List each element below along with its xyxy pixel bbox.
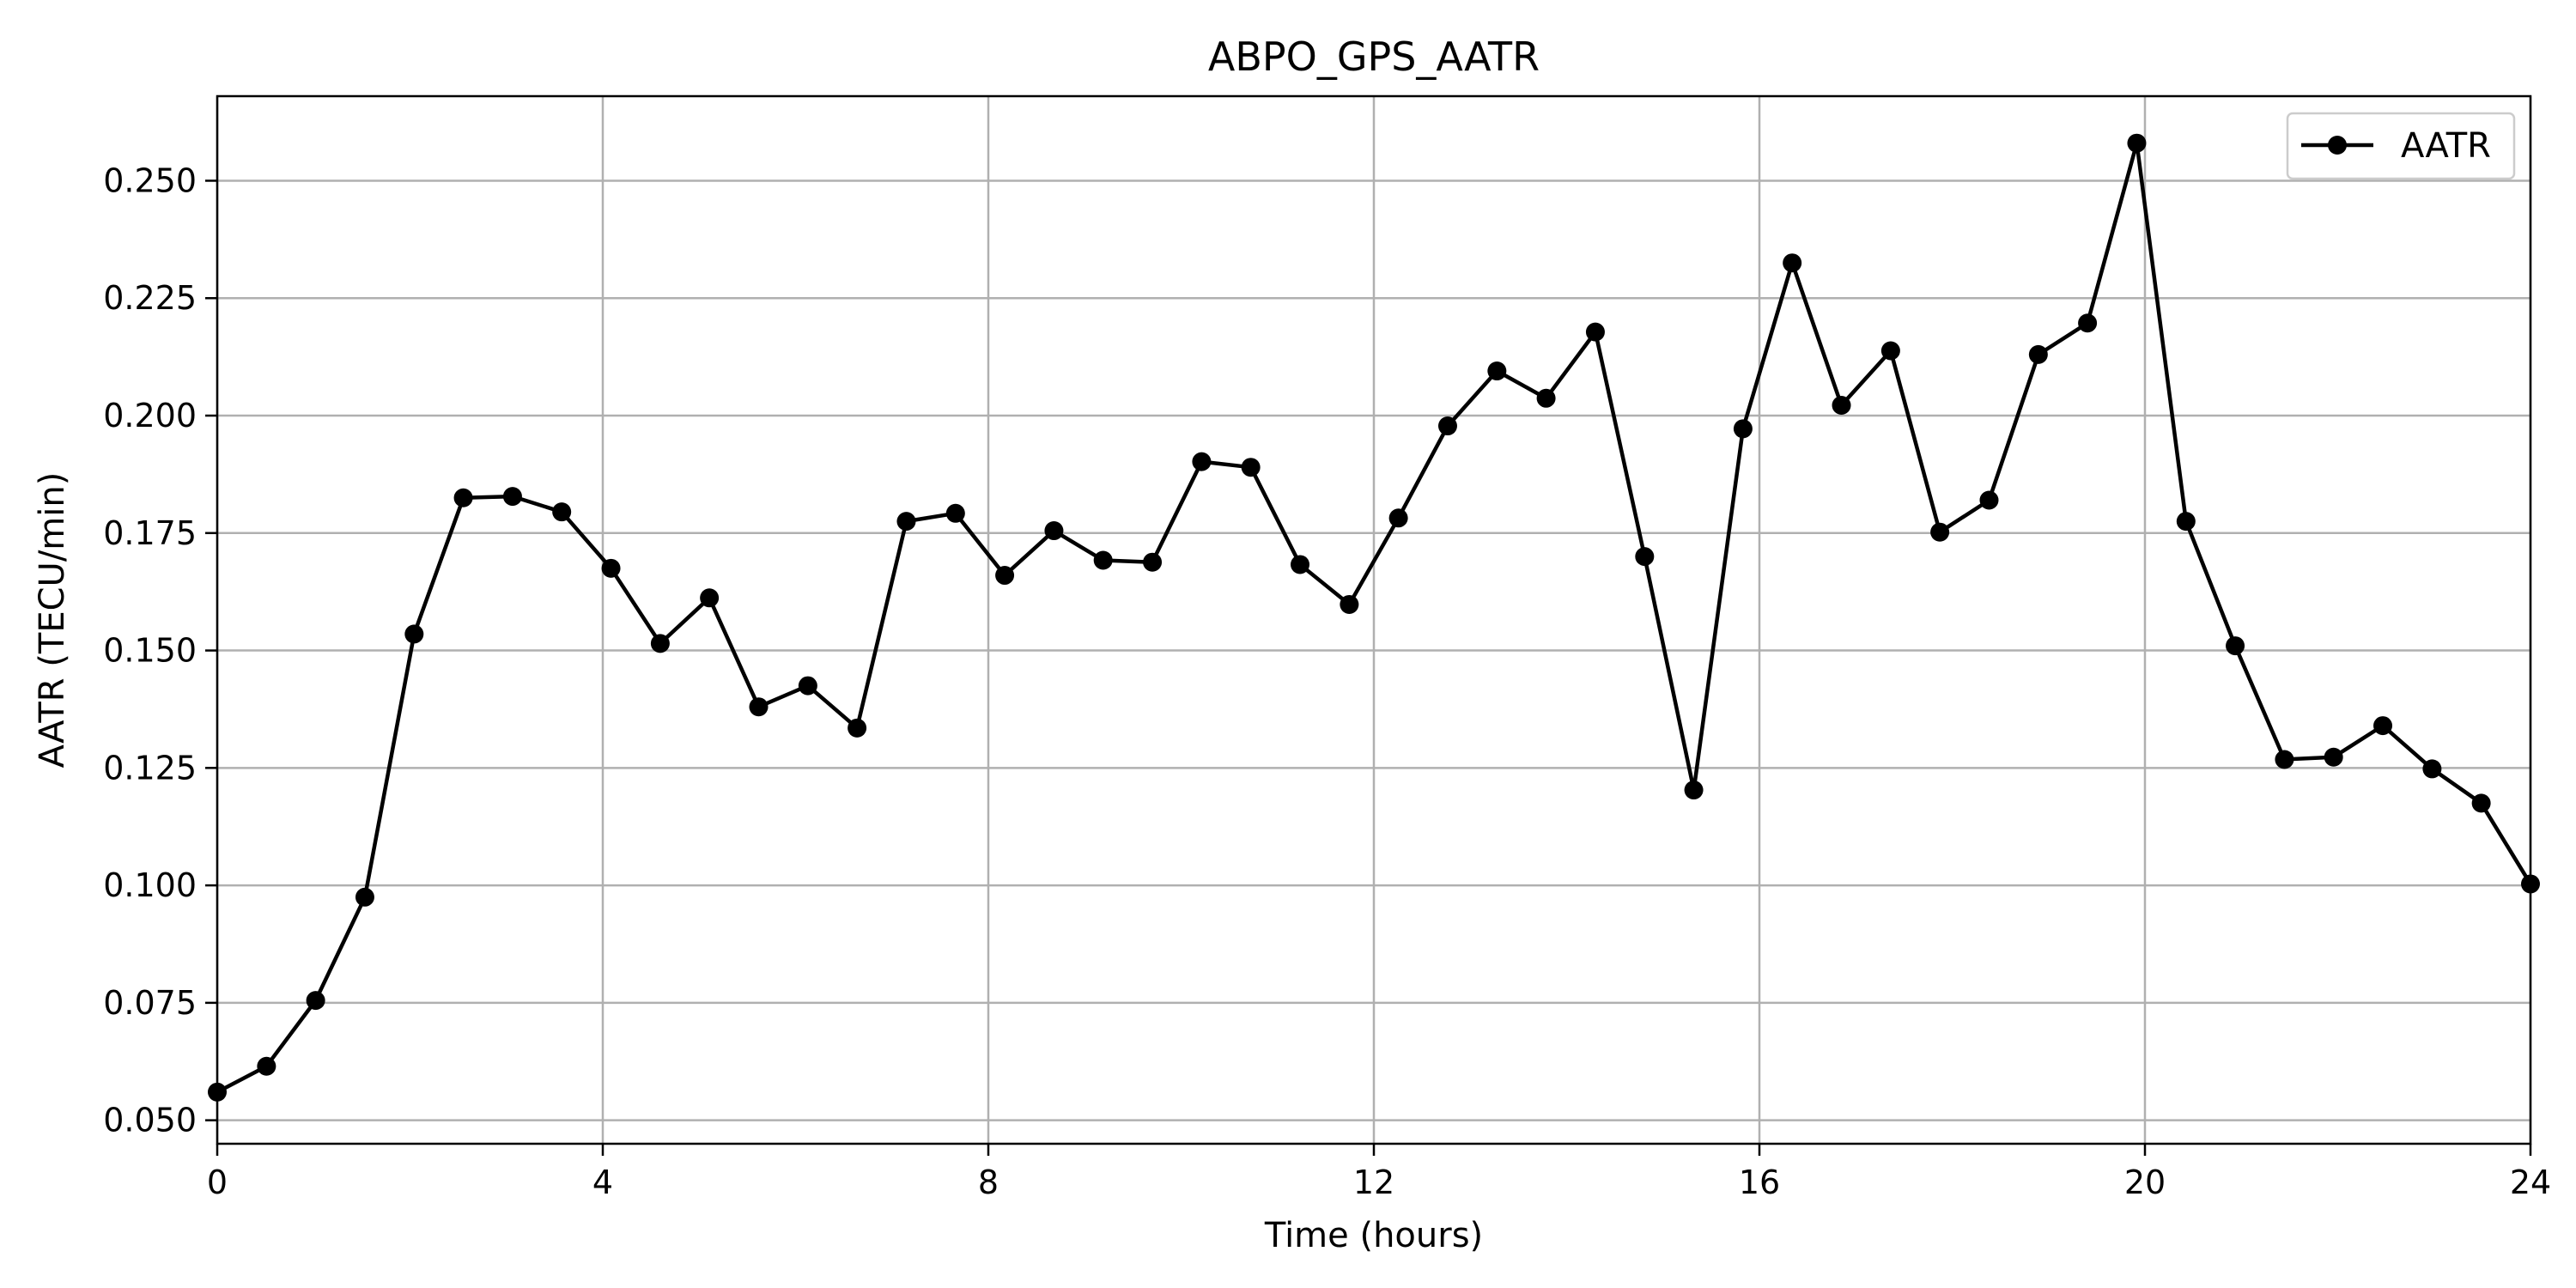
legend: AATR <box>2286 112 2516 180</box>
data-point <box>355 887 374 907</box>
data-point <box>2078 313 2098 333</box>
data-point <box>700 588 720 608</box>
grid-lines <box>216 96 2532 1144</box>
data-point <box>2324 747 2343 767</box>
data-point <box>1291 555 1310 574</box>
data-point <box>257 1056 276 1076</box>
x-tick-label: 8 <box>978 1163 999 1201</box>
legend-box <box>2286 112 2516 180</box>
y-tick-label: 0.150 <box>103 632 197 670</box>
y-axis-label: AATR (TECU/min) <box>33 472 72 769</box>
y-tick-label: 0.225 <box>103 279 197 317</box>
axis-ticks: 0 4 8 12 16 20 24 0.050 0.075 0.100 0.125 0.150 0.17… <box>103 161 2551 1201</box>
data-point <box>2422 759 2442 779</box>
data-point <box>453 488 473 507</box>
data-point <box>2127 133 2147 153</box>
data-point <box>1536 388 1556 408</box>
data-point <box>1733 419 1753 439</box>
x-tick-label: 16 <box>1739 1163 1780 1201</box>
x-axis-label: Time (hours) <box>1264 1216 1483 1255</box>
data-point <box>945 503 965 523</box>
data-point <box>1241 458 1261 477</box>
data-point <box>1192 452 1212 471</box>
data-point <box>306 991 325 1011</box>
data-point <box>2373 716 2393 736</box>
data-point <box>2028 344 2048 364</box>
data-point <box>1684 781 1704 800</box>
data-point <box>995 566 1015 586</box>
data-point <box>2176 512 2196 532</box>
data-point <box>1340 594 1359 614</box>
data-point <box>1437 416 1457 436</box>
y-tick-label: 0.250 <box>103 161 197 199</box>
data-point <box>896 512 916 532</box>
data-point <box>502 487 522 507</box>
data-point <box>1635 547 1655 567</box>
data-point <box>1979 490 1999 510</box>
data-point <box>650 634 670 653</box>
series-layer <box>208 133 2540 1102</box>
data-point <box>1044 521 1064 541</box>
data-point <box>2226 636 2245 656</box>
data-point <box>798 676 817 696</box>
data-point <box>1585 322 1605 342</box>
data-point <box>2471 793 2491 813</box>
data-point <box>1930 522 1950 542</box>
x-tick-label: 12 <box>1353 1163 1394 1201</box>
data-point <box>2275 750 2294 769</box>
x-tick-label: 24 <box>2510 1163 2551 1201</box>
y-tick-label: 0.125 <box>103 749 197 787</box>
data-point <box>1880 341 1900 361</box>
series-line-aatr <box>216 141 2532 1094</box>
legend-marker-sample <box>2328 136 2347 155</box>
data-point <box>1388 508 1408 528</box>
data-point <box>848 718 867 738</box>
data-point <box>1832 395 1851 415</box>
chart-title: ABPO_GPS_AATR <box>1208 33 1540 80</box>
y-tick-label: 0.050 <box>103 1102 197 1139</box>
x-tick-label: 0 <box>207 1163 228 1201</box>
data-point <box>404 624 424 644</box>
y-tick-label: 0.175 <box>103 514 197 552</box>
y-tick-label: 0.075 <box>103 984 197 1022</box>
data-point <box>1487 361 1507 381</box>
data-point <box>601 558 621 578</box>
data-point <box>749 697 769 717</box>
x-tick-label: 20 <box>2124 1163 2166 1201</box>
data-point <box>1093 550 1113 570</box>
data-point <box>1783 253 1802 273</box>
legend-label-aatr: AATR <box>2401 126 2491 166</box>
y-tick-label: 0.200 <box>103 397 197 434</box>
x-tick-label: 4 <box>592 1163 613 1201</box>
y-tick-label: 0.100 <box>103 866 197 904</box>
data-point <box>552 502 572 522</box>
data-point <box>1143 552 1163 572</box>
